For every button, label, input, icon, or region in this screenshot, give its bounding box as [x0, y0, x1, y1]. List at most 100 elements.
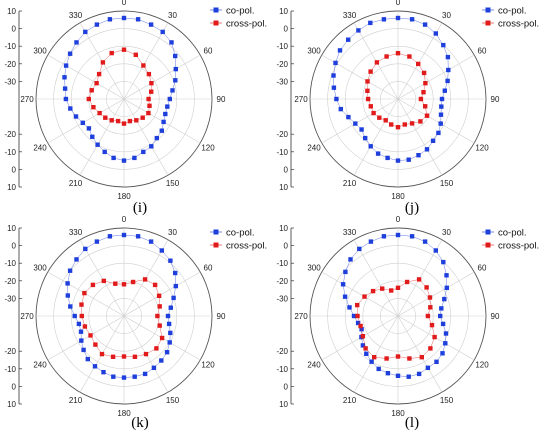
co-pol-point	[154, 135, 159, 141]
cross-pol-point	[407, 356, 412, 361]
radial-tick-label: -10	[276, 148, 288, 157]
cross-pol-point	[389, 122, 394, 127]
angle-tick-label: 60	[204, 47, 213, 56]
co-pol-point	[331, 85, 337, 90]
co-pol-point	[160, 29, 165, 35]
co-pol-point	[173, 66, 178, 72]
co-pol-point	[83, 246, 88, 252]
co-pol-point	[86, 126, 92, 131]
co-pol-point	[171, 295, 176, 301]
polar-chart-1: 0 30 60 90 120 150 180 210 240 270 300 330 10 0 -10 -20…	[4, 0, 267, 216]
cross-pol-point	[425, 313, 431, 319]
cross-pol-point	[113, 281, 118, 286]
legend-marker	[213, 229, 219, 235]
cross-pol-point	[402, 122, 407, 127]
grid-spoke	[47, 54, 125, 100]
co-pol-point	[409, 17, 415, 22]
cross-pol-point	[428, 346, 433, 351]
co-pol-point	[434, 359, 439, 364]
co-pol-point	[375, 151, 381, 156]
grid-spoke	[397, 315, 443, 393]
cross-pol-point	[82, 290, 87, 296]
co-pol-point	[151, 365, 157, 370]
cross-pol-point	[146, 71, 152, 77]
cross-pol-point	[121, 282, 127, 287]
polar-chart-4: 0 30 60 90 120 150 180 210 240 270 300 330 10 0 -10 -20…	[276, 215, 539, 431]
cross-pol-point	[97, 110, 102, 116]
cross-pol-point	[360, 334, 366, 339]
grid-spoke	[397, 54, 475, 100]
legend: co-pol. cross-pol.	[210, 6, 267, 30]
co-pol-point	[395, 158, 401, 163]
radial-tick-label: -10	[4, 42, 16, 51]
grid-spoke	[353, 239, 399, 317]
cross-pol-point	[141, 63, 146, 68]
co-pol-point	[148, 22, 154, 27]
angle-tick-label: 180	[391, 192, 405, 201]
co-pol-point	[81, 347, 86, 353]
cross-pol-point	[157, 323, 162, 328]
cross-pol-point	[365, 79, 370, 84]
angle-tick-label: 330	[69, 228, 83, 237]
angle-tick-label: 120	[201, 144, 215, 153]
radial-tick-label: 0	[284, 382, 289, 391]
cross-pol-point	[416, 277, 422, 282]
radial-tick-label: -20	[4, 277, 16, 286]
grid-spoke	[123, 54, 201, 100]
grid-spoke	[397, 98, 443, 176]
co-pol-point	[338, 106, 343, 112]
co-pol-point	[409, 234, 415, 239]
angle-tick-label: 180	[391, 409, 405, 418]
co-pol-point	[68, 304, 73, 309]
cross-pol-point	[79, 313, 84, 319]
cross-pol-point	[140, 115, 145, 120]
grid-spoke	[321, 98, 399, 144]
co-pol-point	[85, 356, 90, 362]
co-pol-point	[385, 155, 390, 161]
cross-pol-point	[121, 47, 127, 52]
co-pol-point	[173, 270, 178, 276]
cross-pol-point	[363, 346, 368, 351]
co-pol-point	[101, 370, 106, 375]
angle-tick-label: 120	[475, 361, 489, 370]
cross-pol-point	[395, 354, 401, 359]
co-pol-point	[111, 155, 116, 161]
cross-pol-point	[159, 335, 165, 341]
cross-pol-point	[384, 356, 389, 361]
grid-spoke	[123, 271, 201, 317]
angle-tick-label: 180	[117, 409, 131, 418]
co-pol-point	[132, 155, 137, 161]
co-pol-point	[439, 306, 444, 311]
radial-tick-label: -10	[4, 365, 16, 374]
co-pol-point	[395, 373, 401, 378]
co-pol-point	[74, 40, 79, 45]
co-pol-point	[376, 366, 381, 372]
co-pol-point	[141, 149, 146, 155]
co-pol-point	[165, 104, 170, 109]
grid-spoke	[353, 98, 399, 176]
co-pol-point	[65, 281, 70, 286]
angle-tick-label: 30	[442, 11, 451, 20]
co-pol-point	[438, 313, 443, 319]
co-pol-point	[74, 257, 79, 262]
co-pol-point	[333, 60, 338, 66]
co-pol-point	[444, 273, 449, 278]
co-pol-point	[442, 88, 447, 93]
angle-tick-label: 270	[20, 95, 34, 104]
angle-tick-label: 210	[343, 179, 357, 188]
cross-pol-point	[146, 110, 151, 116]
cross-pol-point	[149, 81, 154, 86]
radial-tick-label: 0	[12, 25, 17, 34]
co-pol-point	[76, 321, 82, 327]
angle-tick-label: 180	[117, 192, 131, 201]
cross-pol-point	[424, 285, 429, 290]
radial-tick-label: 0	[12, 242, 17, 251]
cross-pol-point	[90, 282, 96, 288]
cross-pol-point	[127, 118, 133, 124]
co-pol-point	[80, 120, 85, 125]
co-pol-point	[406, 157, 411, 162]
co-pol-point	[395, 15, 401, 21]
legend: co-pol. cross-pol.	[210, 228, 267, 252]
angle-tick-label: 60	[478, 264, 487, 273]
radial-tick-label: 10	[7, 400, 16, 409]
